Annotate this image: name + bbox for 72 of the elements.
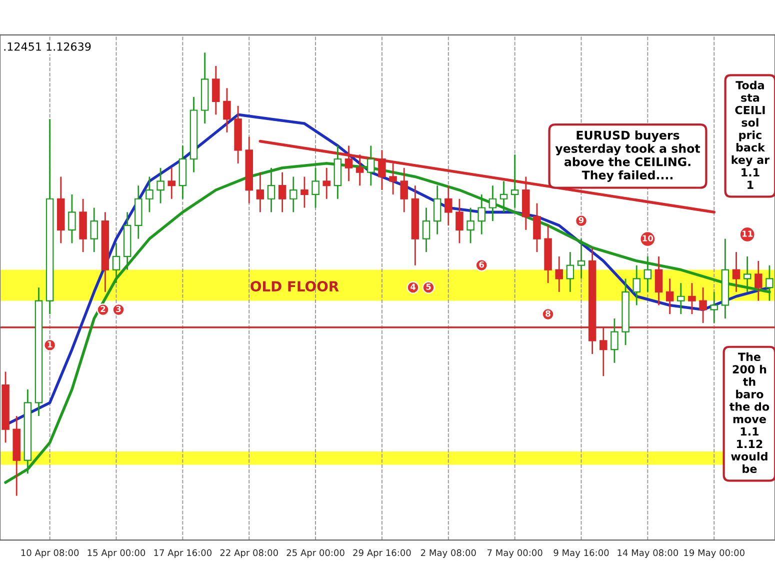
candlestick bbox=[610, 318, 618, 364]
x-tick-label: 7 May 00:00 bbox=[487, 549, 542, 558]
candlestick bbox=[456, 198, 464, 244]
annotation: 5 bbox=[426, 284, 431, 290]
candlestick bbox=[654, 256, 663, 306]
candlestick bbox=[256, 172, 264, 213]
candlestick bbox=[344, 145, 353, 182]
candlestick bbox=[90, 207, 98, 253]
candlestick bbox=[677, 282, 685, 315]
candlestick bbox=[112, 242, 120, 284]
candlestick bbox=[278, 172, 286, 213]
candlestick bbox=[356, 154, 364, 186]
candlestick bbox=[478, 194, 486, 236]
x-tick-label: 2 May 08:00 bbox=[420, 549, 476, 558]
x-tick-label: 9 May 16:00 bbox=[554, 549, 609, 558]
annotation: 2 bbox=[100, 306, 106, 312]
annotation: 6 bbox=[479, 261, 484, 268]
x-tick-label: 25 Apr 00:00 bbox=[286, 549, 344, 558]
annotation: 4 bbox=[410, 284, 416, 290]
candlestick bbox=[566, 251, 574, 293]
candlestick bbox=[743, 256, 752, 293]
candlestick bbox=[488, 184, 497, 222]
candlestick bbox=[400, 167, 408, 213]
candlestick bbox=[156, 167, 164, 204]
candlestick bbox=[500, 180, 508, 213]
annotation: 1 bbox=[748, 180, 754, 189]
annotation: 11 bbox=[742, 230, 753, 237]
candlestick bbox=[466, 207, 474, 244]
x-tick-label: 29 Apr 16:00 bbox=[353, 549, 411, 558]
candlestick bbox=[312, 167, 320, 208]
x-tick-label: 17 Apr 16:00 bbox=[154, 549, 212, 558]
candlestick bbox=[644, 256, 652, 293]
candlestick bbox=[322, 167, 330, 200]
candlestick bbox=[533, 202, 541, 253]
candlestick bbox=[710, 291, 718, 324]
annotation: OLD FLOOR bbox=[250, 281, 339, 292]
text: The 200 h th baro the do move 1.1 1.12 would be bbox=[730, 352, 770, 474]
annotation: 10 bbox=[642, 235, 654, 242]
candlestick bbox=[146, 176, 154, 213]
candlestick bbox=[555, 256, 563, 293]
x-tick-label: 22 Apr 08:00 bbox=[220, 549, 278, 558]
candlestick bbox=[168, 167, 176, 200]
candlestick bbox=[422, 207, 430, 253]
text: .12451 1.12639 bbox=[4, 42, 91, 51]
candlestick bbox=[666, 278, 674, 315]
annotation: 8 bbox=[546, 310, 550, 317]
candlestick bbox=[378, 149, 386, 191]
candlestick bbox=[267, 167, 276, 213]
x-tick-label: 14 May 08:00 bbox=[618, 549, 678, 558]
candlestick bbox=[300, 176, 308, 208]
candlestick bbox=[223, 87, 231, 134]
candlestick bbox=[444, 184, 452, 226]
x-tick-label: 19 May 00:00 bbox=[684, 549, 744, 558]
candlestick bbox=[433, 184, 442, 236]
annotation: 9 bbox=[578, 216, 584, 224]
text: 1 bbox=[48, 341, 52, 348]
candlestick bbox=[510, 154, 519, 208]
candlestick bbox=[699, 286, 707, 324]
candlestick bbox=[688, 282, 696, 315]
candlestick bbox=[632, 264, 640, 306]
candlestick bbox=[290, 176, 298, 213]
candlestick bbox=[754, 260, 762, 302]
text: Toda sta CEILI sol pric back key ar 1.1 bbox=[732, 80, 770, 176]
annotation: EURUSD buyers yesterday took a shot above the CEILING. They failed.... bbox=[555, 130, 700, 182]
candlestick bbox=[732, 251, 740, 293]
candlestick bbox=[577, 238, 586, 280]
candlestick bbox=[68, 194, 76, 244]
candlestick bbox=[212, 65, 220, 116]
candlestick bbox=[389, 162, 397, 196]
annotation: 3 bbox=[116, 306, 121, 312]
x-tick-label: 10 Apr 08:00 bbox=[21, 549, 79, 558]
x-tick-label: 15 Apr 00:00 bbox=[88, 549, 146, 558]
